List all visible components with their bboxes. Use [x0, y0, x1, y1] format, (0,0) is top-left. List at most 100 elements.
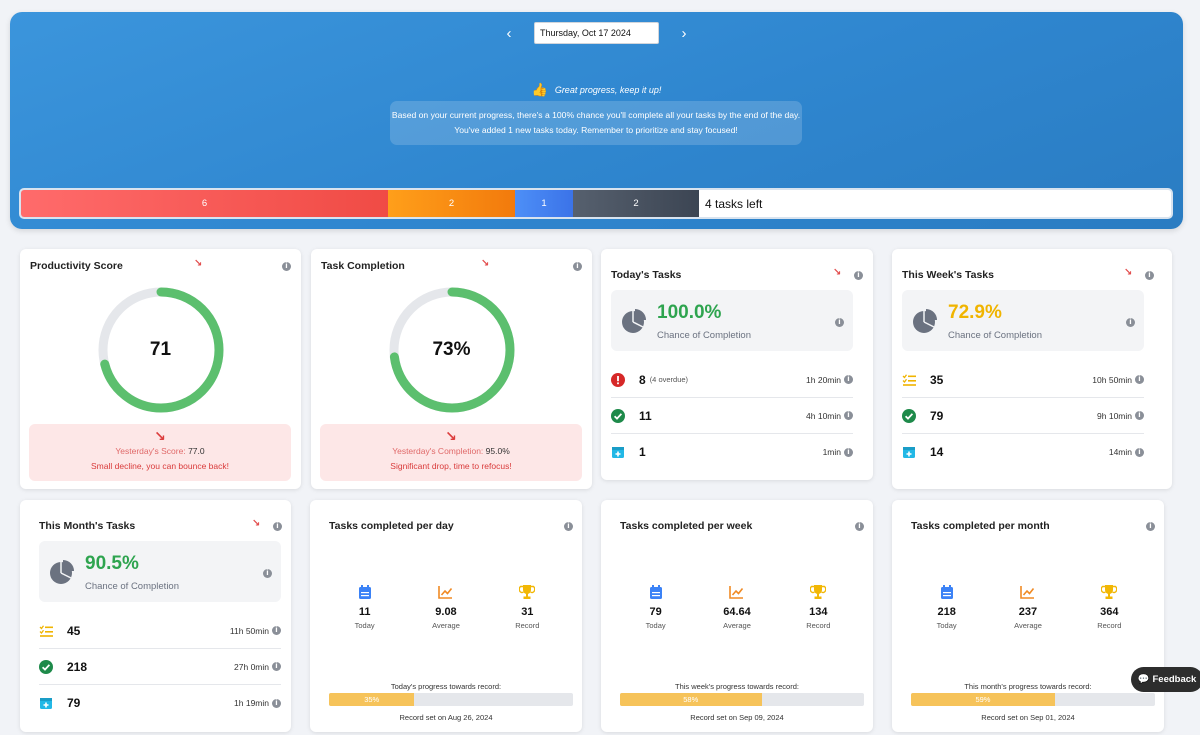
date-picker-input[interactable]	[534, 22, 659, 44]
pie-chart-icon	[622, 309, 646, 333]
next-day-button[interactable]: ›	[681, 24, 687, 42]
trend-down-icon: ↘	[481, 258, 490, 269]
productivity-ring	[98, 287, 224, 413]
task-list-icon	[902, 373, 916, 387]
added-icon	[902, 445, 916, 459]
chance-box: 72.9% Chance of Completion i	[902, 290, 1144, 351]
info-icon[interactable]: i	[272, 662, 281, 671]
trend-down-icon: ↘	[194, 258, 203, 269]
info-icon[interactable]: i	[855, 522, 864, 531]
stat-time-value: 14min	[1108, 447, 1132, 457]
info-icon[interactable]: i	[1135, 411, 1144, 420]
chance-label: Chance of Completion	[657, 330, 751, 341]
overdue-icon	[611, 372, 625, 387]
info-icon[interactable]: i	[273, 522, 282, 531]
info-icon[interactable]: i	[1145, 271, 1154, 280]
ring-progress	[389, 287, 515, 413]
this-months-tasks-card: This Month's Tasks ↘ i 90.5% Chance of C…	[20, 500, 291, 732]
yesterday-value: 95.0%	[485, 446, 510, 456]
yesterday-score: Yesterday's Score: 77.0	[29, 446, 291, 456]
added-icon	[611, 445, 625, 459]
task-segment-orange[interactable]: 2	[388, 190, 515, 217]
trophy-icon	[497, 583, 557, 601]
progress-message-line: You've added 1 new tasks today. Remember…	[454, 125, 738, 135]
stat-time-value: 11h 50min	[229, 625, 269, 636]
productivity-value: 71	[149, 339, 172, 360]
chance-label: Chance of Completion	[85, 581, 179, 592]
info-icon[interactable]: i	[573, 262, 582, 271]
completion-stats: 218 Today 237 Average 364 Record	[906, 583, 1150, 630]
progress-fill: 35%	[329, 693, 415, 706]
line-chart-icon	[707, 583, 767, 601]
stat-count: 14	[930, 445, 944, 459]
stat-time: 1h 20min i	[806, 375, 853, 385]
info-icon[interactable]: i	[272, 698, 281, 708]
task-segment-blue[interactable]: 1	[515, 190, 573, 217]
this-weeks-tasks-card: This Week's Tasks ↘ i 72.9% Chance of Co…	[892, 249, 1172, 489]
info-icon[interactable]: i	[1126, 318, 1135, 327]
task-segment-red[interactable]: 6	[21, 190, 388, 217]
task-completion-card: Task Completion ↘ i 73% ↘ Yesterday's Co…	[311, 249, 592, 489]
stat-today: 11 Today	[335, 583, 395, 630]
yesterday-label: Yesterday's Completion:	[392, 446, 484, 456]
encouragement: 👍 Great progress, keep it up!	[10, 82, 1183, 98]
info-icon[interactable]: i	[844, 375, 853, 384]
stat-time-value: 9h 10min	[1097, 410, 1132, 421]
yesterday-completion: Yesterday's Completion: 95.0%	[320, 446, 582, 456]
stat-count: 79	[67, 696, 81, 710]
stat-record: 364 Record	[1079, 583, 1139, 630]
feedback-button[interactable]: 💬 Feedback	[1131, 667, 1200, 692]
stat-row: 11 4h 10min i	[611, 398, 853, 434]
progress-fill: 59%	[911, 693, 1055, 706]
progress-label: Today's progress towards record:	[390, 682, 502, 691]
card-title: This Week's Tasks	[902, 269, 994, 281]
info-icon[interactable]: i	[564, 522, 573, 531]
stat-average: 9.08 Average	[416, 583, 476, 630]
info-icon[interactable]: i	[835, 318, 844, 327]
trend-down-icon: ↘	[1124, 267, 1133, 278]
info-icon[interactable]: i	[844, 447, 853, 457]
trend-down-icon: ↘	[252, 518, 261, 529]
stat-time-value: 1h 20min	[806, 374, 841, 385]
stat-count: 45	[67, 623, 81, 638]
calendar-icon	[626, 583, 686, 601]
stat-row: 14 14min i	[902, 434, 1144, 470]
stat-time-value: 27h 0min	[234, 661, 269, 672]
calendar-icon	[335, 583, 395, 601]
info-icon[interactable]: i	[282, 262, 291, 271]
stat-value: 11	[358, 606, 371, 618]
info-icon[interactable]: i	[844, 411, 853, 420]
prev-day-button[interactable]: ‹	[506, 24, 512, 42]
stat-count: 79	[930, 408, 944, 423]
chance-percentage: 100.0%	[657, 302, 722, 323]
stat-row: 45 11h 50min i	[39, 613, 281, 649]
info-icon[interactable]: i	[854, 271, 863, 280]
decline-arrow-icon: ↘	[445, 428, 457, 444]
info-icon[interactable]: i	[1146, 522, 1155, 531]
tasks-per-month-card: Tasks completed per month i 218 Today 23…	[892, 500, 1164, 732]
record-date: Record set on Sep 09, 2024	[690, 713, 784, 722]
card-title: Tasks completed per month	[911, 520, 1050, 532]
overdue-count: (4 overdue)	[649, 375, 689, 384]
task-segment-gray[interactable]: 2	[573, 190, 699, 217]
progress-label: This month's progress towards record:	[964, 682, 1092, 691]
decline-message: Significant drop, time to refocus!	[390, 461, 512, 471]
stat-record: 134 Record	[788, 583, 848, 630]
record-progress-bar: 58%	[620, 693, 864, 706]
info-icon[interactable]: i	[1135, 375, 1144, 384]
line-chart-icon	[416, 583, 476, 601]
info-icon[interactable]: i	[263, 569, 272, 578]
progress-fill: 58%	[620, 693, 762, 706]
info-icon[interactable]: i	[1135, 447, 1144, 457]
productivity-score-card: Productivity Score ↘ i 71 ↘ Yesterday's …	[20, 249, 301, 489]
info-icon[interactable]: i	[272, 626, 281, 635]
pie-chart-icon	[913, 309, 937, 333]
completion-stats: 79 Today 64.64 Average 134 Record	[615, 583, 859, 630]
stat-label: Record	[1097, 621, 1122, 630]
completed-icon	[611, 408, 625, 423]
yesterday-label: Yesterday's Score:	[115, 446, 186, 456]
progress-message-line: Based on your current progress, there's …	[391, 110, 801, 120]
stat-label: Record	[515, 621, 540, 630]
stat-value: 64.64	[723, 606, 751, 618]
stat-average: 64.64 Average	[707, 583, 767, 630]
